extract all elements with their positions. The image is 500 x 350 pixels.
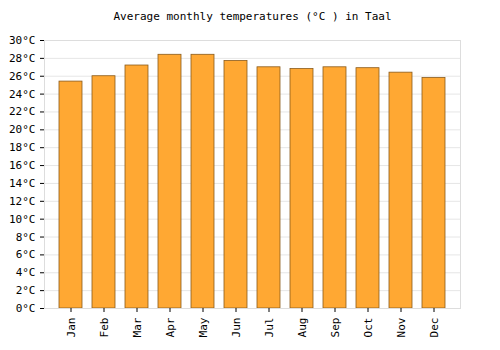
svg-text:18°C: 18°C xyxy=(9,141,36,154)
svg-text:6°C: 6°C xyxy=(16,248,36,261)
svg-text:Apr: Apr xyxy=(164,317,177,337)
svg-text:Average monthly temperatures (: Average monthly temperatures (°C ) in Ta… xyxy=(113,10,391,23)
svg-text:Mar: Mar xyxy=(131,317,144,337)
svg-text:4°C: 4°C xyxy=(16,266,36,279)
svg-text:Oct: Oct xyxy=(362,318,375,338)
svg-text:14°C: 14°C xyxy=(9,177,36,190)
svg-text:20°C: 20°C xyxy=(9,123,36,136)
svg-text:28°C: 28°C xyxy=(9,52,36,65)
svg-text:16°C: 16°C xyxy=(9,159,36,172)
svg-text:8°C: 8°C xyxy=(16,231,36,244)
svg-text:Sep: Sep xyxy=(329,318,342,338)
svg-text:10°C: 10°C xyxy=(9,213,36,226)
svg-text:Jul: Jul xyxy=(263,318,276,338)
svg-text:12°C: 12°C xyxy=(9,195,36,208)
svg-text:Nov: Nov xyxy=(395,317,408,337)
svg-text:May: May xyxy=(197,317,210,337)
svg-text:24°C: 24°C xyxy=(9,88,36,101)
svg-text:Feb: Feb xyxy=(98,318,111,338)
svg-text:30°C: 30°C xyxy=(9,34,36,47)
svg-text:26°C: 26°C xyxy=(9,70,36,83)
svg-text:Jun: Jun xyxy=(230,318,243,338)
svg-text:22°C: 22°C xyxy=(9,105,36,118)
svg-text:Dec: Dec xyxy=(428,318,441,338)
svg-text:2°C: 2°C xyxy=(16,284,36,297)
svg-text:Aug: Aug xyxy=(296,318,309,338)
svg-text:0°C: 0°C xyxy=(16,302,36,315)
svg-text:Jan: Jan xyxy=(65,318,78,338)
